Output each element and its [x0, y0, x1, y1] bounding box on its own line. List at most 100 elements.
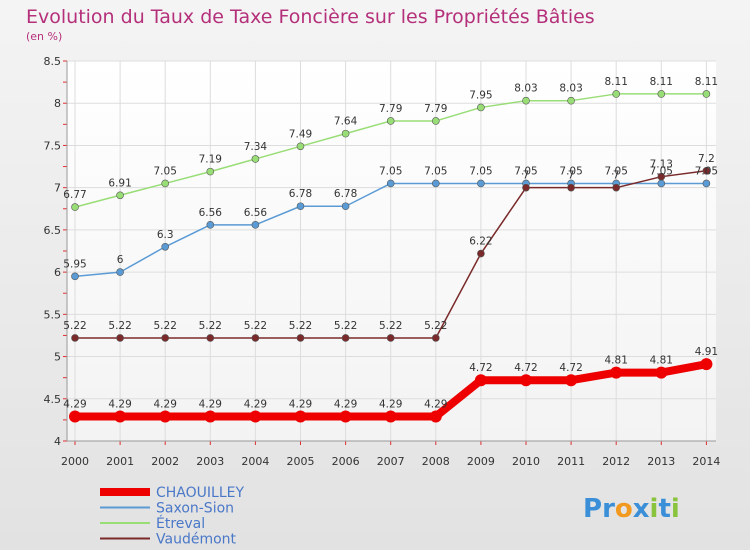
data-point — [386, 117, 395, 125]
data-label: 4.29 — [63, 399, 86, 411]
data-label: 6.91 — [108, 177, 131, 189]
x-tick-label: 2012 — [602, 455, 630, 468]
legend-label: Vaudémont — [156, 532, 237, 548]
data-point — [520, 374, 532, 387]
data-point — [700, 358, 713, 371]
y-tick-label: 8.5 — [44, 55, 62, 68]
data-label: 4.29 — [154, 399, 177, 411]
logo-letter: o — [615, 494, 633, 524]
series-chaouilley — [69, 358, 713, 423]
data-label: 7.49 — [289, 128, 312, 140]
data-label: 5.22 — [289, 320, 312, 332]
x-tick-label: 2014 — [692, 455, 720, 468]
data-label: 7.34 — [244, 141, 268, 153]
data-point — [657, 172, 666, 181]
data-label: 4.72 — [559, 362, 582, 374]
data-label: 7 — [523, 170, 530, 182]
data-label: 4.29 — [108, 399, 131, 411]
data-label: 7.64 — [334, 116, 358, 128]
data-label: 7.79 — [424, 103, 447, 115]
data-point — [116, 334, 124, 342]
data-point — [567, 183, 575, 192]
data-label: 7.05 — [469, 165, 492, 177]
data-point — [159, 410, 172, 423]
y-tick-label: 6 — [54, 266, 61, 279]
data-point — [69, 410, 81, 423]
series--treval — [71, 90, 711, 211]
data-label: 5.22 — [424, 320, 447, 332]
data-point — [294, 410, 307, 423]
data-label: 5.22 — [379, 320, 402, 332]
x-tick-label: 2011 — [557, 455, 585, 468]
x-tick-label: 2003 — [196, 455, 224, 468]
data-label: 5.95 — [63, 258, 86, 270]
data-label: 4.72 — [514, 362, 537, 374]
data-label: 4.72 — [469, 362, 492, 374]
data-label: 4.29 — [379, 399, 402, 411]
data-label: 8.11 — [605, 76, 628, 88]
y-tick-label: 7 — [54, 182, 61, 195]
data-label: 7.2 — [698, 153, 715, 165]
data-label: 5.22 — [244, 320, 267, 332]
data-label: 4.29 — [289, 399, 312, 411]
data-point — [114, 410, 127, 423]
data-point — [116, 191, 124, 200]
logo-letter: i — [671, 494, 680, 524]
data-label: 7.95 — [469, 89, 492, 101]
chart-title: Evolution du Taux de Taxe Foncière sur l… — [26, 6, 595, 28]
data-label: 6.56 — [244, 207, 268, 219]
logo-letter: r — [602, 494, 615, 524]
data-point — [657, 90, 666, 98]
data-label: 5.22 — [154, 320, 177, 332]
data-point — [251, 334, 260, 342]
data-label: 7.05 — [559, 165, 582, 177]
axes: 4 4.5 5 5.5 6 6.5 7 7.5 8 8.5 2000 2001 2002 2003 2004… — [44, 55, 721, 468]
data-point — [161, 242, 169, 251]
x-tick-label: 2009 — [467, 455, 495, 468]
data-point — [206, 221, 215, 229]
data-label: 6.3 — [157, 229, 174, 241]
data-label: 4.29 — [199, 399, 222, 411]
data-point — [296, 202, 305, 211]
x-tick-label: 2013 — [647, 455, 675, 468]
data-point — [341, 202, 350, 211]
data-point — [655, 366, 668, 379]
data-point — [71, 203, 79, 211]
x-tick-label: 2010 — [512, 455, 540, 468]
data-point — [339, 410, 352, 423]
y-tick-label: 5.5 — [44, 308, 62, 321]
data-label: 7.05 — [695, 165, 718, 177]
data-point — [657, 179, 666, 188]
logo-letter: t — [658, 494, 670, 524]
series-group — [69, 90, 713, 423]
data-label: 4.81 — [650, 355, 673, 367]
data-point — [612, 90, 621, 98]
data-label: 7.05 — [650, 165, 673, 177]
data-label: 6.22 — [469, 236, 492, 248]
data-point — [477, 249, 485, 258]
data-point — [431, 179, 440, 188]
data-point — [612, 183, 621, 192]
data-label: 7 — [613, 170, 620, 182]
data-label: 8.11 — [650, 76, 673, 88]
data-point — [431, 117, 440, 125]
legend-label: Étreval — [156, 515, 205, 532]
data-point — [251, 221, 260, 229]
data-label: 8.11 — [695, 76, 718, 88]
data-point — [522, 96, 530, 105]
y-tick-label: 7.5 — [44, 139, 62, 152]
data-label: 8.03 — [559, 83, 582, 95]
y-tick-label: 6.5 — [44, 224, 62, 237]
data-point — [702, 166, 711, 175]
chart-subtitle: (en %) — [26, 30, 62, 43]
data-point — [610, 366, 623, 379]
data-point — [206, 334, 215, 342]
data-label: 6.77 — [63, 189, 86, 201]
logo-letter: P — [583, 494, 602, 524]
x-tick-label: 2006 — [332, 455, 360, 468]
proxiti-logo: Proxiti — [583, 494, 680, 524]
logo-letter: i — [650, 494, 659, 524]
